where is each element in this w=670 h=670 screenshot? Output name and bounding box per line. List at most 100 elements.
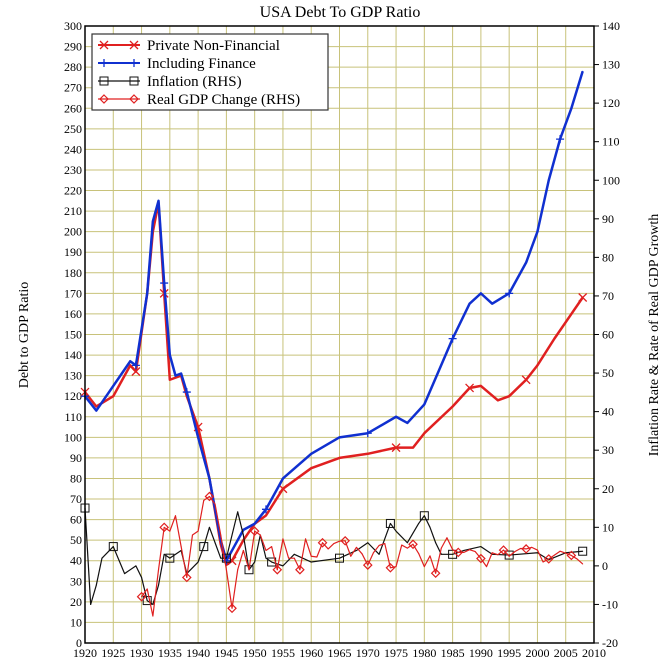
x-tick-label: 1925 — [101, 646, 125, 660]
diamond-marker — [227, 603, 237, 614]
data-point — [129, 364, 131, 366]
plus-marker — [448, 334, 457, 343]
data-point — [146, 588, 148, 590]
data-point — [282, 477, 284, 479]
data-point — [503, 549, 505, 551]
data-point — [452, 549, 454, 551]
data-point — [480, 558, 482, 560]
square-marker — [108, 542, 118, 552]
y-axis-label-left: Debt to GDP Ratio — [17, 282, 32, 388]
x-tick-label: 1955 — [271, 646, 295, 660]
data-point — [288, 557, 290, 559]
square-marker — [419, 511, 429, 521]
diamond-marker — [272, 564, 283, 575]
data-point — [339, 457, 340, 459]
data-point — [361, 553, 363, 555]
square-marker — [142, 596, 152, 606]
data-point — [469, 549, 471, 551]
data-point — [440, 547, 442, 549]
square-marker — [165, 553, 175, 563]
data-point — [186, 576, 188, 578]
data-point — [565, 552, 567, 554]
data-point — [271, 546, 273, 548]
data-point — [191, 534, 193, 536]
data-point — [435, 542, 437, 544]
data-point — [582, 563, 584, 565]
data-point — [203, 499, 205, 501]
plus-marker — [130, 59, 138, 67]
y-tick-label: 40 — [70, 554, 82, 568]
y-tick-label: 120 — [64, 389, 82, 403]
plus-marker — [363, 429, 372, 438]
data-point — [174, 515, 176, 517]
data-point — [225, 557, 227, 559]
x-marker — [278, 484, 288, 494]
diamond-marker — [340, 535, 351, 546]
data-point — [480, 385, 482, 387]
data-point — [242, 549, 244, 551]
data-point — [242, 534, 244, 536]
data-point — [169, 530, 171, 532]
y-tick-label: 230 — [64, 163, 82, 177]
data-point — [440, 553, 442, 555]
data-point — [372, 552, 374, 554]
data-point — [112, 385, 114, 387]
data-point — [582, 550, 584, 552]
data-point — [395, 416, 397, 418]
axis-ticks: 1920 1925 1930 1935 1940 1945 1950 1955 1960 1965… — [64, 19, 620, 660]
data-point — [231, 534, 233, 536]
data-point — [406, 547, 408, 549]
x-marker — [578, 293, 588, 302]
data-point — [559, 550, 561, 552]
y-tick-label: 130 — [64, 369, 82, 383]
data-point — [214, 542, 216, 544]
data-point — [435, 572, 437, 574]
square-marker — [221, 553, 231, 563]
series-line — [84, 507, 583, 606]
y-tick-label: 60 — [70, 513, 82, 527]
data-point — [367, 564, 369, 566]
x-tick-label: 1965 — [328, 646, 352, 660]
y-tick-label: 80 — [70, 471, 82, 485]
data-point — [497, 399, 499, 401]
data-point — [282, 538, 284, 540]
data-point — [350, 555, 352, 557]
data-point — [197, 436, 199, 438]
y-right-tick-label: 80 — [602, 250, 614, 264]
data-point — [265, 549, 267, 551]
diamond-marker — [181, 572, 192, 583]
x-marker — [391, 443, 401, 453]
data-point — [152, 220, 154, 222]
y-tick-label: 20 — [70, 595, 82, 609]
y-tick-label: 50 — [70, 533, 82, 547]
y-right-tick-label: 100 — [602, 173, 620, 187]
data-point — [423, 432, 425, 434]
square-marker — [335, 553, 344, 563]
data-point — [271, 561, 273, 563]
y-axis-label-right: Inflation Rate & Rate of Real GDP Growth — [647, 214, 662, 456]
data-point — [180, 546, 182, 548]
data-point — [339, 540, 340, 542]
data-point — [265, 557, 267, 559]
data-point — [163, 526, 165, 528]
y-right-tick-label: 60 — [602, 328, 614, 342]
data-point — [152, 603, 154, 605]
data-point — [220, 534, 222, 536]
data-point — [491, 303, 493, 305]
series-including-finance — [81, 70, 584, 565]
data-point — [180, 373, 182, 375]
x-tick-label: 2010 — [582, 646, 606, 660]
y-tick-label: 190 — [64, 245, 82, 259]
y-right-tick-label: 130 — [602, 58, 620, 72]
legend-label: Including Finance — [147, 56, 256, 72]
data-point — [310, 467, 312, 469]
y-tick-label: 70 — [70, 492, 82, 506]
y-tick-label: 90 — [70, 451, 82, 465]
data-point — [95, 584, 97, 586]
data-point — [514, 551, 516, 553]
data-point — [395, 530, 397, 532]
data-point — [259, 534, 261, 536]
data-point — [423, 403, 425, 405]
diamond-marker — [317, 537, 328, 548]
x-tick-label: 1985 — [441, 646, 465, 660]
